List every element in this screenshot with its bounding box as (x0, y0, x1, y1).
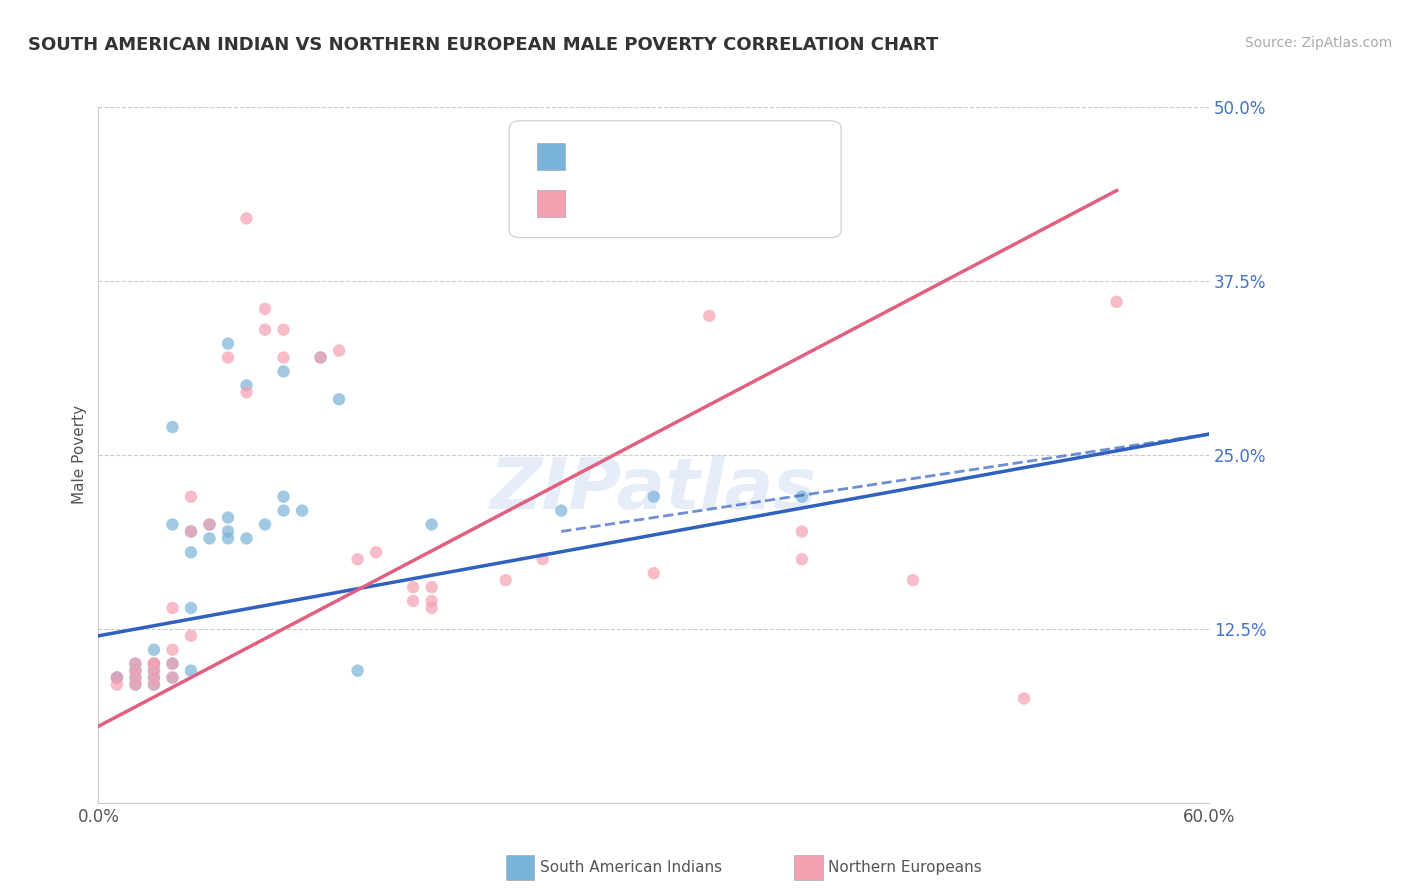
Point (162, 657, 184, 671)
Point (402, 580, 425, 594)
Point (143, 677, 166, 691)
Point (180, 629, 202, 643)
Point (143, 664, 166, 678)
Point (253, 301, 276, 316)
Text: SOUTH AMERICAN INDIAN VS NORTHERN EUROPEAN MALE POVERTY CORRELATION CHART: SOUTH AMERICAN INDIAN VS NORTHERN EUROPE… (28, 36, 938, 54)
Point (180, 490, 202, 504)
Point (162, 671, 184, 685)
Point (143, 657, 166, 671)
Point (143, 677, 166, 691)
Point (124, 671, 146, 685)
Point (495, 573, 517, 587)
Point (162, 420, 184, 434)
Point (420, 594, 443, 608)
Text: Source: ZipAtlas.com: Source: ZipAtlas.com (1244, 36, 1392, 50)
Point (346, 664, 368, 678)
Point (162, 671, 184, 685)
Point (790, 524, 813, 539)
Point (198, 532, 221, 546)
Point (143, 671, 166, 685)
Text: Northern Europeans: Northern Europeans (828, 860, 981, 874)
Point (790, 552, 813, 566)
Point (235, 378, 257, 392)
Point (420, 517, 443, 532)
Point (643, 490, 665, 504)
Point (198, 517, 221, 532)
Text: R =  0.558   N = 44: R = 0.558 N = 44 (574, 194, 765, 213)
Point (402, 594, 425, 608)
Point (253, 323, 276, 337)
Point (217, 510, 239, 524)
Point (143, 657, 166, 671)
Point (235, 385, 257, 400)
Point (143, 642, 166, 657)
Point (273, 323, 295, 337)
Point (217, 336, 239, 351)
Point (291, 503, 314, 517)
Point (273, 364, 295, 378)
Point (217, 351, 239, 365)
Point (105, 671, 128, 685)
Point (180, 664, 202, 678)
Point (420, 580, 443, 594)
Point (105, 671, 128, 685)
Point (180, 524, 202, 539)
Point (273, 351, 295, 365)
Point (346, 552, 368, 566)
Point (180, 545, 202, 559)
Point (162, 601, 184, 615)
Point (180, 524, 202, 539)
Point (309, 351, 332, 365)
Point (531, 552, 554, 566)
Point (235, 211, 257, 226)
Point (366, 545, 388, 559)
Point (124, 664, 146, 678)
Point (162, 657, 184, 671)
Point (901, 573, 924, 587)
Point (143, 664, 166, 678)
Point (143, 657, 166, 671)
Point (143, 671, 166, 685)
Point (420, 601, 443, 615)
Text: South American Indians: South American Indians (540, 860, 723, 874)
Point (162, 642, 184, 657)
Point (273, 503, 295, 517)
Point (198, 517, 221, 532)
Point (235, 532, 257, 546)
Point (328, 392, 350, 407)
Y-axis label: Male Poverty: Male Poverty (72, 405, 87, 505)
Point (253, 517, 276, 532)
Text: R =  0.141   N = 39: R = 0.141 N = 39 (574, 147, 765, 166)
Point (790, 490, 813, 504)
Point (124, 677, 146, 691)
Point (124, 664, 146, 678)
Point (124, 677, 146, 691)
Point (217, 524, 239, 539)
Point (124, 657, 146, 671)
Point (162, 517, 184, 532)
Point (699, 309, 721, 323)
Point (105, 677, 128, 691)
Point (550, 503, 572, 517)
Point (1105, 294, 1128, 309)
Point (124, 657, 146, 671)
Point (124, 671, 146, 685)
Point (273, 490, 295, 504)
Text: ZIPatlas: ZIPatlas (491, 455, 817, 524)
Point (328, 343, 350, 358)
Point (643, 566, 665, 581)
Point (217, 532, 239, 546)
Point (309, 351, 332, 365)
Point (180, 601, 202, 615)
Point (105, 671, 128, 685)
Point (1012, 691, 1035, 706)
